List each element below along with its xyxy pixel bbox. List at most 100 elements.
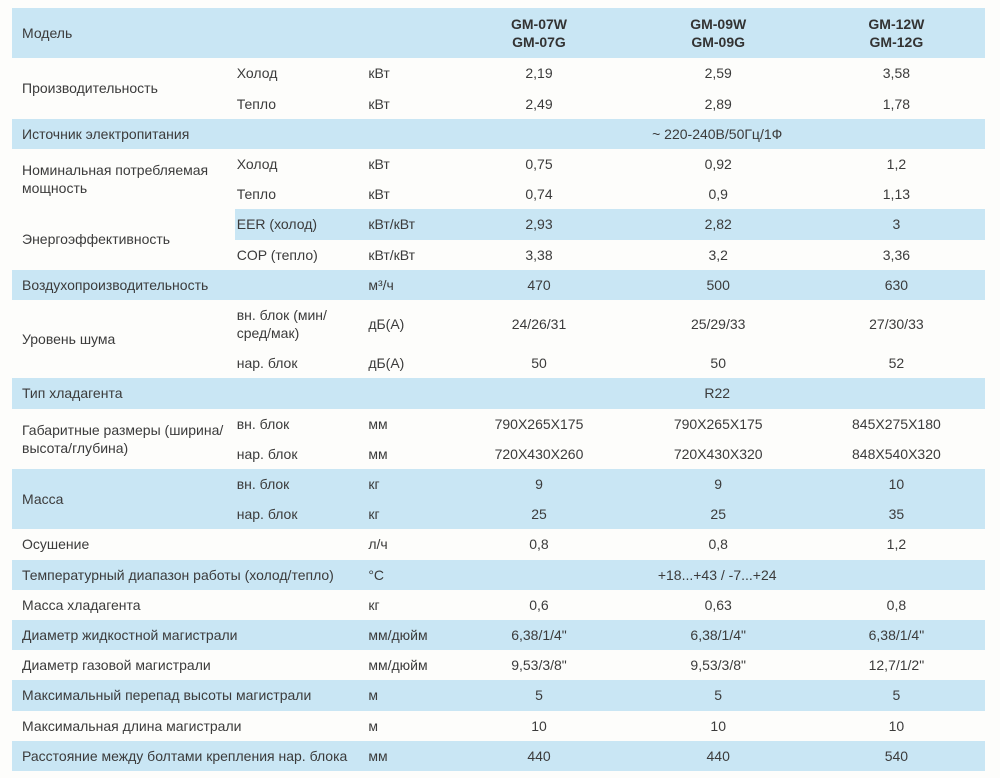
table-row: нар. блок мм 720X430X260 720X430X320 848X540… xyxy=(12,439,985,469)
sub-param-label: COP (тепло) xyxy=(236,246,318,263)
merged-value-cell: +18...+43 / -7...+24 xyxy=(449,559,985,590)
value-cell: 35 xyxy=(807,499,985,530)
value-cell: 3 xyxy=(807,209,985,240)
table-row: Тепло кВт 0,74 0,9 1,13 xyxy=(12,179,985,209)
param-label: Воздухопроизводительность xyxy=(12,269,365,300)
value-cell: 720X430X260 xyxy=(494,445,584,462)
table-row: Диаметр жидкостной магистрали мм/дюйм 6,38… xyxy=(12,619,985,651)
value-cell: 5 xyxy=(807,680,985,711)
value-cell: 3,38 xyxy=(525,246,553,263)
unit-cell: дБ(А) xyxy=(368,355,405,372)
value-cell: 52 xyxy=(888,355,905,372)
unit-cell: кВт xyxy=(368,155,390,172)
value-cell: 0,74 xyxy=(525,186,553,203)
value-cell: 0,6 xyxy=(529,596,549,613)
unit-cell: кг xyxy=(368,596,380,613)
value-cell: 9 xyxy=(628,469,808,500)
value-cell: 1,2 xyxy=(886,155,907,172)
value-cell: 5 xyxy=(628,680,808,711)
merged-value-cell: R22 xyxy=(449,378,985,409)
value-cell: 0,75 xyxy=(525,155,553,172)
value-cell: 2,49 xyxy=(525,95,553,112)
unit-cell: кВт xyxy=(368,186,390,203)
value-cell: 0,92 xyxy=(704,155,732,172)
param-label: Максимальный перепад высоты магистрали xyxy=(12,680,365,711)
param-label: Уровень шума xyxy=(22,331,116,348)
value-cell: 500 xyxy=(628,269,808,300)
value-cell: 10 xyxy=(807,469,985,500)
sub-param-label: нар. блок xyxy=(236,355,298,372)
param-label: Расстояние между болтами крепления нар. … xyxy=(12,740,365,771)
unit-cell: кВт xyxy=(368,65,390,82)
value-cell: 720X430X320 xyxy=(673,445,763,462)
unit-cell: мм/дюйм xyxy=(364,619,450,651)
value-cell: 440 xyxy=(628,740,808,771)
param-label: Диаметр газовой магистрали xyxy=(22,657,211,674)
unit-cell: кг xyxy=(364,469,450,500)
unit-cell: кВт xyxy=(368,95,390,112)
value-cell: 3,2 xyxy=(708,246,728,263)
value-cell: 25 xyxy=(449,499,629,530)
value-cell: 1,78 xyxy=(882,95,911,112)
value-cell: 50 xyxy=(710,355,726,372)
unit-cell xyxy=(364,118,450,149)
sub-param-label: вн. блок xyxy=(236,415,290,432)
table-row: Производительность Холод кВт 2,19 2,59 3,58 xyxy=(12,58,985,96)
sub-param-label: вн. блок (мин/ сред/мак) xyxy=(236,306,327,342)
value-cell: 0,63 xyxy=(704,596,732,613)
value-cell: 470 xyxy=(449,269,629,300)
sub-param-label: вн. блок xyxy=(234,469,365,500)
param-label: Температурный диапазон работы (холод/теп… xyxy=(12,559,365,590)
param-label: Масса xyxy=(12,469,235,530)
table-row: Максимальная длина магистрали м 10 10 10 xyxy=(12,711,985,741)
sub-param-label: EER (холод) xyxy=(234,209,365,240)
value-cell: 2,59 xyxy=(704,65,732,82)
unit-cell: м xyxy=(368,717,378,734)
table-row: нар. блок кг 25 25 35 xyxy=(12,499,985,530)
spec-table-body: Модель GM-07W GM-07G GM-09W GM-09G GM-12W … xyxy=(12,8,985,771)
table-row: Максимальный перепад высоты магистрали м 5… xyxy=(12,680,985,711)
value-cell: 6,38/1/4" xyxy=(807,619,985,651)
unit-cell: мм xyxy=(368,415,388,432)
param-label: Производительность xyxy=(22,80,158,97)
param-label: Габаритные размеры (ширина/ высота/глуби… xyxy=(22,421,224,456)
value-cell: 540 xyxy=(807,740,985,771)
sub-param-label: Тепло xyxy=(236,95,276,112)
unit-cell xyxy=(364,378,450,409)
sub-param-label: нар. блок xyxy=(236,445,298,462)
param-label: Диаметр жидкостной магистрали xyxy=(12,619,365,651)
value-cell: 0,8 xyxy=(886,596,907,613)
value-cell: 1,2 xyxy=(886,536,907,553)
table-row: Осушение л/ч 0,8 0,8 1,2 xyxy=(12,529,985,559)
value-cell: 5 xyxy=(449,680,629,711)
value-cell: 630 xyxy=(807,269,985,300)
value-cell: 50 xyxy=(531,355,547,372)
unit-cell: мм/дюйм xyxy=(368,657,428,674)
value-cell: 0,8 xyxy=(708,536,728,553)
value-cell: 3,58 xyxy=(882,65,911,82)
value-cell: 2,82 xyxy=(628,209,808,240)
table-row: Температурный диапазон работы (холод/теп… xyxy=(12,559,985,590)
model-name: GM-12W GM-12G xyxy=(807,8,985,59)
unit-cell: кВт/кВт xyxy=(368,246,416,263)
value-cell: 12,7/1/2" xyxy=(868,657,925,674)
value-cell: 10 xyxy=(710,717,726,734)
value-cell: 2,93 xyxy=(449,209,629,240)
value-cell: 0,9 xyxy=(708,186,728,203)
model-name: GM-07W GM-07G xyxy=(449,8,629,59)
unit-cell: л/ч xyxy=(368,536,388,553)
value-cell: 25/29/33 xyxy=(690,315,746,332)
param-label: Тип хладагента xyxy=(12,378,365,409)
unit-cell: кВт/кВт xyxy=(364,209,450,240)
value-cell: 790X265X175 xyxy=(673,415,763,432)
table-row: Энергоэффективность EER (холод) кВт/кВт 2,9… xyxy=(12,209,985,247)
table-row: Уровень шума вн. блок (мин/ сред/мак) дБ(А… xyxy=(12,300,985,348)
unit-cell: мм xyxy=(368,445,388,462)
value-cell: 9,53/3/8" xyxy=(690,657,746,674)
param-label: Максимальная длина магистрали xyxy=(22,717,242,734)
sub-param-label: Холод xyxy=(236,65,278,82)
table-row: Тип хладагента R22 xyxy=(12,378,985,409)
value-cell: 10 xyxy=(531,717,547,734)
value-cell: 24/26/31 xyxy=(511,315,567,332)
